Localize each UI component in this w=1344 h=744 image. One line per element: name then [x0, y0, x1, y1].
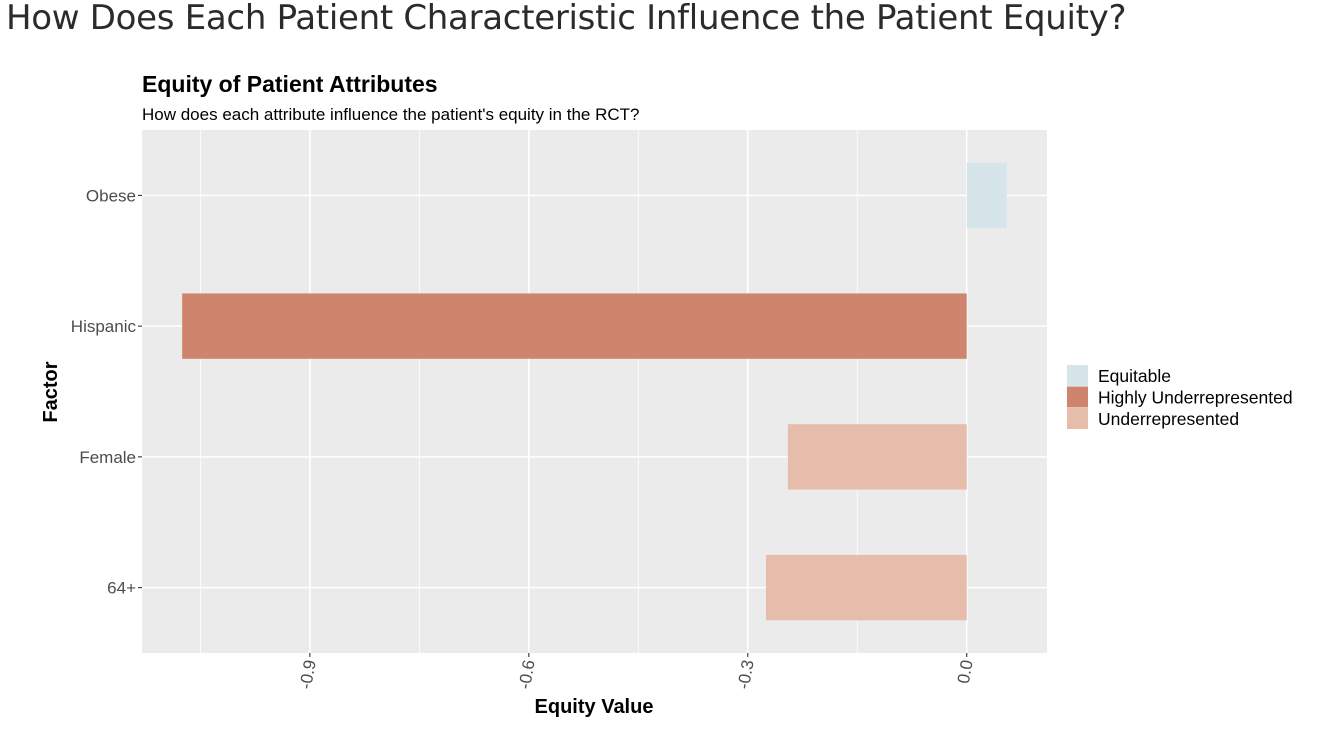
legend-key: [1067, 365, 1088, 386]
legend-label: Underrepresented: [1098, 409, 1239, 429]
chart-title: Equity of Patient Attributes: [142, 71, 438, 97]
x-tick-label: -0.3: [734, 658, 758, 690]
legend-label: Equitable: [1098, 366, 1171, 386]
axes: Obese Hispanic Female 64+ -0.9 -0.6 -0.3 0.0: [71, 186, 977, 690]
legend-label: Highly Underrepresented: [1098, 388, 1293, 408]
y-tick-label: Female: [79, 448, 136, 467]
legend-key: [1067, 408, 1088, 429]
x-axis-title: Equity Value: [535, 696, 654, 718]
bars: [182, 162, 1007, 621]
bar-obese: [966, 162, 1007, 229]
x-tick-label: 0.0: [954, 658, 977, 685]
x-tick-label: -0.6: [515, 658, 539, 690]
y-axis-title: Factor: [40, 361, 62, 422]
y-tick-label: 64+: [107, 579, 136, 598]
bar-64plus: [766, 554, 967, 621]
y-tick-label: Hispanic: [71, 317, 137, 336]
bar-hispanic: [182, 293, 967, 359]
x-tick-label: -0.9: [296, 658, 320, 690]
bar-female: [787, 424, 967, 490]
page-heading: How Does Each Patient Characteristic Inf…: [6, 0, 1127, 38]
chart-subtitle: How does each attribute influence the pa…: [142, 105, 639, 124]
legend-key: [1067, 386, 1088, 408]
y-tick-label: Obese: [86, 186, 136, 205]
